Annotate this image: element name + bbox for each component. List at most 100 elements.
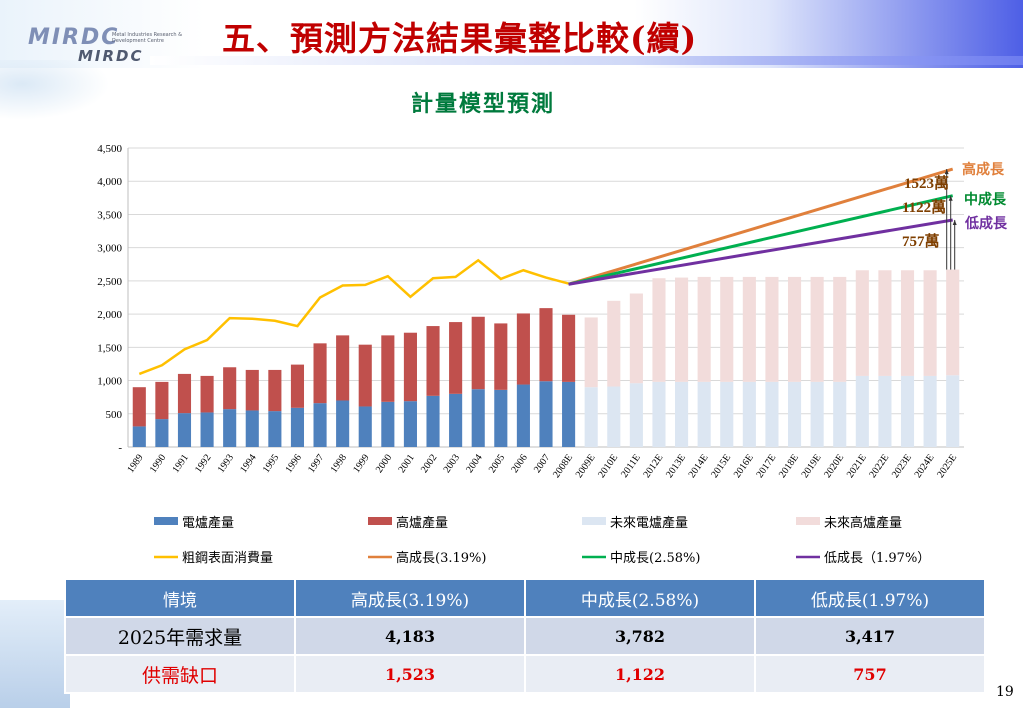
bar-future-electric: [584, 387, 598, 447]
table-header-mid: 中成長(2.58%): [524, 578, 756, 618]
x-tick-label: 2021E: [845, 452, 869, 480]
table-row: 2025年需求量 4,183 3,782 3,417: [64, 616, 986, 656]
high-growth-label: 高成長: [962, 161, 1005, 178]
legend-swatch: [582, 517, 606, 525]
bar-electric: [223, 409, 237, 447]
bar-electric: [336, 400, 350, 447]
bar-future-blast: [923, 270, 937, 376]
bar-future-electric: [900, 375, 915, 447]
legend-swatch: [154, 517, 178, 525]
mid-growth-label: 中成長: [964, 191, 1007, 208]
x-tick-label: 2007: [532, 452, 552, 475]
x-tick-label: 2000: [374, 452, 394, 475]
bar-electric: [381, 401, 395, 447]
x-tick-label: 1995: [261, 452, 281, 475]
bar-future-blast: [855, 270, 869, 376]
gap-mid-cell: 1,122: [524, 654, 756, 694]
bar-electric: [132, 426, 146, 447]
y-tick-label: 1,000: [97, 376, 122, 388]
x-tick-label: 1996: [283, 452, 303, 475]
bar-electric: [562, 381, 576, 447]
x-tick-label: 2008E: [551, 452, 575, 480]
x-tick-label: 2003: [442, 452, 462, 475]
logo-subtext: MIRDC: [78, 47, 144, 65]
logo-tagline: Metal Industries Research & Development …: [112, 32, 183, 44]
x-tick-label: 2020E: [822, 452, 846, 480]
y-tick-label: 4,000: [97, 176, 122, 188]
x-tick-label: 2002: [419, 452, 439, 475]
chart-title: 計量模型預測: [411, 91, 556, 117]
bar-electric: [471, 389, 485, 447]
x-tick-label: 2006: [509, 452, 529, 475]
bar-electric: [245, 410, 259, 447]
table-header-scenario: 情境: [64, 578, 296, 618]
bar-blast: [562, 314, 576, 382]
legend-swatch: [796, 517, 820, 525]
bar-blast: [426, 326, 440, 396]
bar-future-electric: [787, 381, 802, 447]
legend-label: 未來電爐產量: [610, 515, 688, 531]
low-growth-label: 低成長: [964, 215, 1008, 232]
bar-electric: [313, 403, 327, 447]
x-tick-label: 2005: [487, 452, 507, 475]
bar-future-electric: [652, 381, 666, 447]
gap-mid-label: 1122萬: [902, 198, 946, 216]
table-header-high: 高成長(3.19%): [294, 578, 526, 618]
bar-blast: [449, 322, 463, 394]
bar-future-electric: [697, 381, 711, 447]
y-tick-label: -: [118, 442, 122, 454]
bar-future-blast: [878, 270, 892, 376]
bar-blast: [290, 364, 305, 408]
bar-future-blast: [787, 276, 802, 382]
consumption-line: [138, 258, 569, 376]
legend-swatch: [368, 517, 392, 525]
bar-future-electric: [810, 381, 824, 447]
slide-title: 五、預測方法結果彙整比較(續): [222, 19, 698, 58]
bar-blast: [336, 335, 350, 401]
decorative-background: [0, 60, 110, 120]
bar-blast: [494, 323, 508, 390]
bar-blast: [471, 316, 485, 390]
demand-mid-cell: 3,782: [524, 616, 756, 656]
y-tick-label: 4,500: [97, 143, 122, 155]
x-tick-label: 2025E: [935, 452, 959, 480]
bar-blast: [132, 387, 146, 427]
bar-blast: [245, 369, 259, 411]
y-tick-label: 500: [106, 409, 123, 421]
bar-blast: [539, 308, 553, 382]
bar-blast: [268, 369, 282, 412]
scenario-table: 情境 高成長(3.19%) 中成長(2.58%) 低成長(1.97%) 2025…: [64, 578, 986, 694]
low-growth-line: [568, 218, 953, 286]
bar-electric: [516, 384, 530, 447]
bar-blast: [516, 313, 530, 385]
x-tick-label: 2014E: [687, 452, 711, 480]
bar-future-blast: [810, 276, 824, 382]
x-tick-label: 2015E: [709, 452, 733, 480]
x-tick-label: 2011E: [619, 452, 643, 479]
x-tick-label: 2004: [464, 452, 484, 475]
bar-electric: [403, 401, 417, 447]
bar-future-electric: [833, 381, 847, 447]
x-tick-label: 2010E: [596, 452, 620, 480]
bar-future-blast: [900, 270, 915, 376]
x-tick-label: 1999: [351, 452, 371, 475]
mid-growth-line: [568, 194, 954, 286]
x-tick-label: 1993: [216, 452, 236, 475]
x-tick-label: 1991: [170, 452, 190, 475]
bar-blast: [381, 335, 395, 402]
x-tick-label: 2009E: [574, 452, 598, 480]
table-header-low: 低成長(1.97%): [754, 578, 986, 618]
bar-future-blast: [697, 276, 711, 382]
x-tick-label: 2012E: [641, 452, 665, 480]
gap-high-cell: 1,523: [294, 654, 526, 694]
bar-future-blast: [742, 276, 756, 382]
bar-future-electric: [675, 381, 689, 447]
bar-blast: [403, 332, 417, 402]
bar-future-electric: [923, 375, 937, 447]
bar-future-blast: [675, 277, 689, 382]
x-tick-label: 2023E: [890, 452, 914, 480]
y-tick-label: 2,500: [97, 276, 122, 288]
bar-electric: [268, 411, 282, 447]
bar-blast: [177, 373, 192, 414]
y-tick-label: 2,000: [97, 309, 122, 321]
